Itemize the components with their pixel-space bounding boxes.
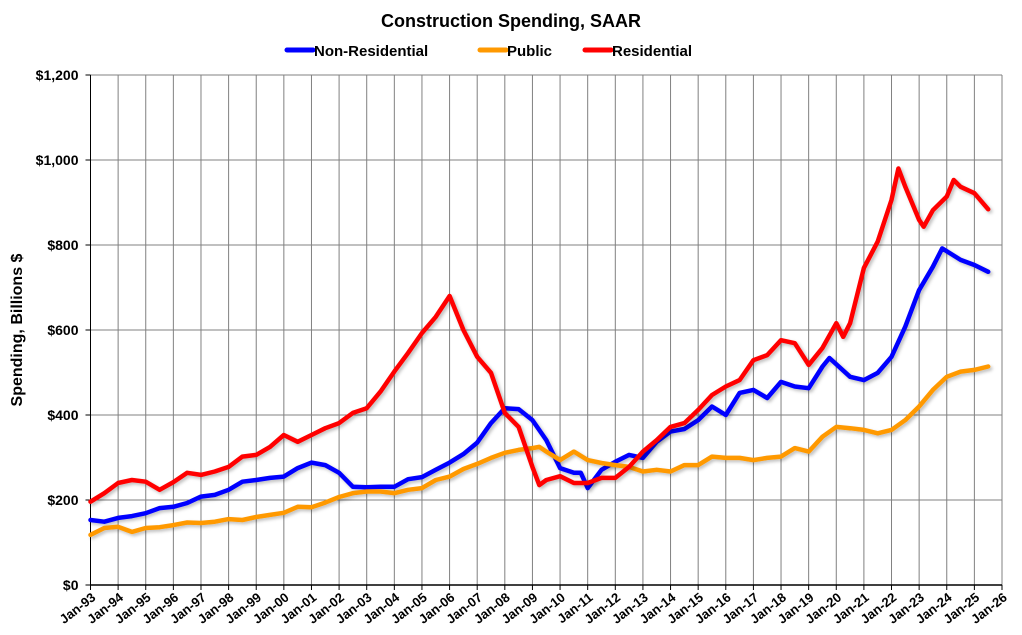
y-tick-label: $600: [47, 322, 78, 338]
series-line-residential: [88, 166, 991, 504]
chart-title: Construction Spending, SAAR: [381, 11, 641, 31]
x-axis: Jan-93Jan-94Jan-95Jan-96Jan-97Jan-98Jan-…: [57, 584, 1010, 627]
legend-label: Non-Residential: [314, 43, 428, 60]
series-line-non-residential: [88, 246, 991, 524]
series-lines: [88, 166, 991, 538]
grid: [90, 74, 1003, 585]
y-tick-label: $1,000: [36, 152, 79, 168]
y-tick-label: $200: [47, 492, 78, 508]
y-tick-label: $0: [63, 577, 79, 593]
legend: Non-Residential Public Residential: [284, 43, 692, 60]
y-tick-label: $1,200: [36, 67, 79, 83]
y-axis-title: Spending, Billions $: [9, 253, 26, 406]
y-tick-label: $800: [47, 237, 78, 253]
legend-label: Residential: [612, 43, 692, 60]
series-line-public: [88, 364, 991, 538]
legend-label: Public: [507, 43, 552, 60]
y-axis: $0 $200 $400 $600 $800 $1,000 $1,200: [36, 67, 91, 593]
y-tick-label: $400: [47, 407, 78, 423]
